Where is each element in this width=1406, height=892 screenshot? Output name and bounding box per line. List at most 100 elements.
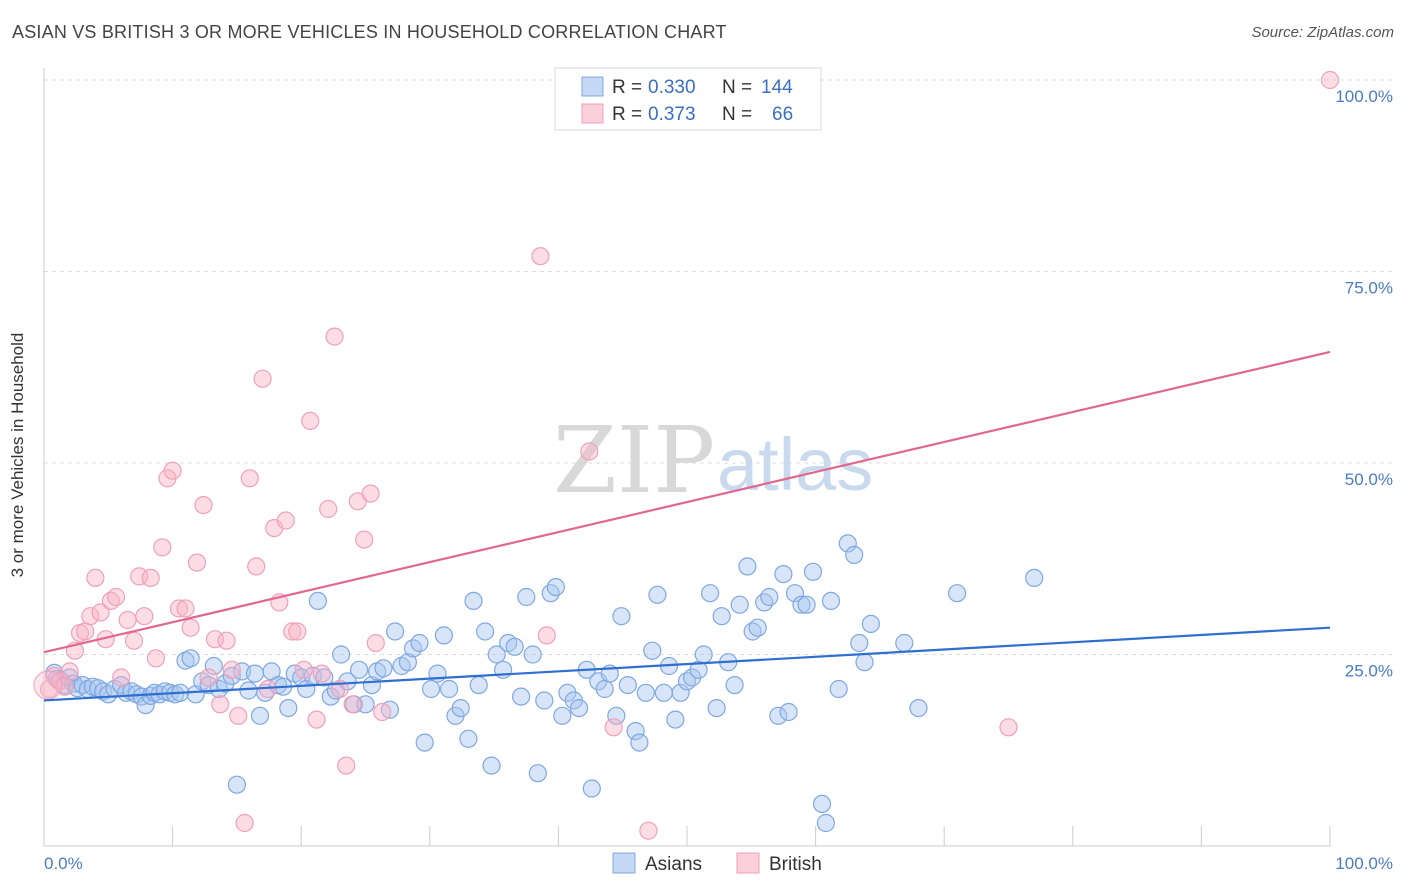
asians-point-86 bbox=[523, 645, 542, 664]
british-point-23 bbox=[163, 461, 182, 480]
asians-point-84 bbox=[511, 687, 531, 706]
british-point-7 bbox=[76, 622, 95, 641]
asians-point-54 bbox=[332, 645, 351, 664]
asians-point-57 bbox=[350, 660, 369, 679]
british-point-4 bbox=[60, 662, 79, 681]
asians-point-75 bbox=[459, 729, 478, 748]
british-cluster-point bbox=[33, 670, 63, 700]
asians-point-88 bbox=[535, 691, 554, 710]
asians-point-139 bbox=[845, 545, 864, 565]
british-point-27 bbox=[187, 553, 207, 572]
british-point-25 bbox=[176, 599, 195, 618]
british-point-31 bbox=[211, 695, 230, 714]
asians-point-91 bbox=[553, 706, 572, 725]
asians-point-122 bbox=[738, 557, 757, 576]
asians-point-134 bbox=[812, 794, 832, 814]
british-point-47 bbox=[307, 710, 326, 729]
chart-title: ASIAN VS BRITISH 3 OR MORE VEHICLES IN H… bbox=[12, 22, 727, 42]
asians-point-126 bbox=[760, 587, 779, 607]
bottom-legend: Asians British bbox=[612, 852, 822, 875]
grid-lines bbox=[44, 79, 1392, 655]
asians-point-115 bbox=[694, 645, 713, 664]
british-point-33 bbox=[222, 660, 241, 679]
british-point-10 bbox=[91, 603, 110, 622]
asians-point-68 bbox=[415, 733, 434, 752]
y-tick-label-3: 100.0% bbox=[1335, 87, 1393, 106]
british-point-56 bbox=[361, 484, 380, 503]
british-point-29 bbox=[199, 668, 218, 687]
asians-point-61 bbox=[374, 659, 393, 678]
asians-point-55 bbox=[338, 672, 357, 691]
asians-point-19 bbox=[136, 695, 155, 715]
asians-point-98 bbox=[595, 679, 614, 699]
asians-point-94 bbox=[569, 698, 589, 718]
asians-point-80 bbox=[487, 645, 506, 664]
british-point-20 bbox=[146, 649, 165, 668]
asians-point-67 bbox=[410, 633, 429, 653]
british-point-38 bbox=[253, 369, 272, 388]
british-point-58 bbox=[373, 702, 392, 722]
asians-point-110 bbox=[666, 710, 685, 729]
asians-point-111 bbox=[671, 683, 690, 702]
asians-point-145 bbox=[947, 584, 967, 603]
british-point-52 bbox=[337, 756, 356, 775]
asians-point-96 bbox=[582, 779, 601, 798]
asians-point-28 bbox=[181, 649, 200, 668]
asians-point-136 bbox=[821, 591, 841, 611]
british-point-13 bbox=[106, 587, 126, 607]
british-point-28 bbox=[194, 496, 213, 515]
british-point-43 bbox=[283, 622, 302, 641]
asians-point-125 bbox=[755, 593, 774, 612]
british-point-18 bbox=[135, 607, 154, 626]
british-point-42 bbox=[276, 511, 295, 530]
asians-point-129 bbox=[779, 702, 798, 722]
british-point-44 bbox=[288, 622, 307, 641]
asians-point-137 bbox=[829, 679, 848, 699]
asians-point-45 bbox=[279, 698, 298, 718]
british-point-46 bbox=[301, 411, 320, 430]
legend-n-value: 144 bbox=[761, 77, 793, 98]
british-point-34 bbox=[229, 706, 248, 725]
asians-point-58 bbox=[356, 695, 375, 714]
asians-point-102 bbox=[618, 675, 637, 695]
asians-point-87 bbox=[528, 764, 547, 783]
british-point-60 bbox=[537, 626, 556, 645]
legend: R = 0.330 N = 144 R = 0.373 N = 66 bbox=[554, 67, 822, 131]
asians-point-63 bbox=[386, 622, 405, 641]
british-point-26 bbox=[181, 618, 200, 637]
asians-point-79 bbox=[482, 756, 501, 775]
asians-point-11 bbox=[94, 682, 113, 701]
asians-point-101 bbox=[612, 607, 631, 626]
british-point-64 bbox=[999, 718, 1018, 737]
asians-point-85 bbox=[517, 587, 536, 607]
asians-point-90 bbox=[546, 577, 565, 597]
asians-point-107 bbox=[648, 585, 667, 604]
asians-point-36 bbox=[227, 775, 246, 794]
asians-point-120 bbox=[725, 675, 744, 695]
british-point-32 bbox=[217, 631, 236, 650]
british-point-50 bbox=[325, 327, 344, 346]
asians-point-100 bbox=[607, 706, 626, 725]
y-tick-label-1: 50.0% bbox=[1345, 470, 1393, 489]
asians-point-128 bbox=[774, 564, 793, 584]
british-point-15 bbox=[118, 610, 137, 630]
asians-point-69 bbox=[422, 679, 441, 699]
legend-swatch-asians bbox=[581, 76, 604, 97]
asians-point-135 bbox=[816, 813, 836, 833]
british-point-36 bbox=[240, 469, 259, 488]
british-point-19 bbox=[141, 568, 160, 588]
asians-point-71 bbox=[434, 626, 453, 645]
legend-r-label: R = bbox=[612, 77, 642, 98]
watermark-zip: ZIP bbox=[553, 407, 715, 514]
asians-point-40 bbox=[250, 706, 270, 725]
bottom-legend-swatch-british bbox=[736, 852, 760, 874]
asians-point-131 bbox=[792, 595, 811, 614]
british-point-65 bbox=[1320, 70, 1340, 90]
british-point-30 bbox=[205, 630, 225, 649]
british-point-49 bbox=[319, 499, 338, 519]
asians-point-105 bbox=[636, 683, 655, 702]
asians-point-118 bbox=[712, 607, 731, 626]
british-point-61 bbox=[580, 442, 599, 461]
asians-point-127 bbox=[769, 706, 788, 725]
british-point-57 bbox=[366, 633, 385, 653]
